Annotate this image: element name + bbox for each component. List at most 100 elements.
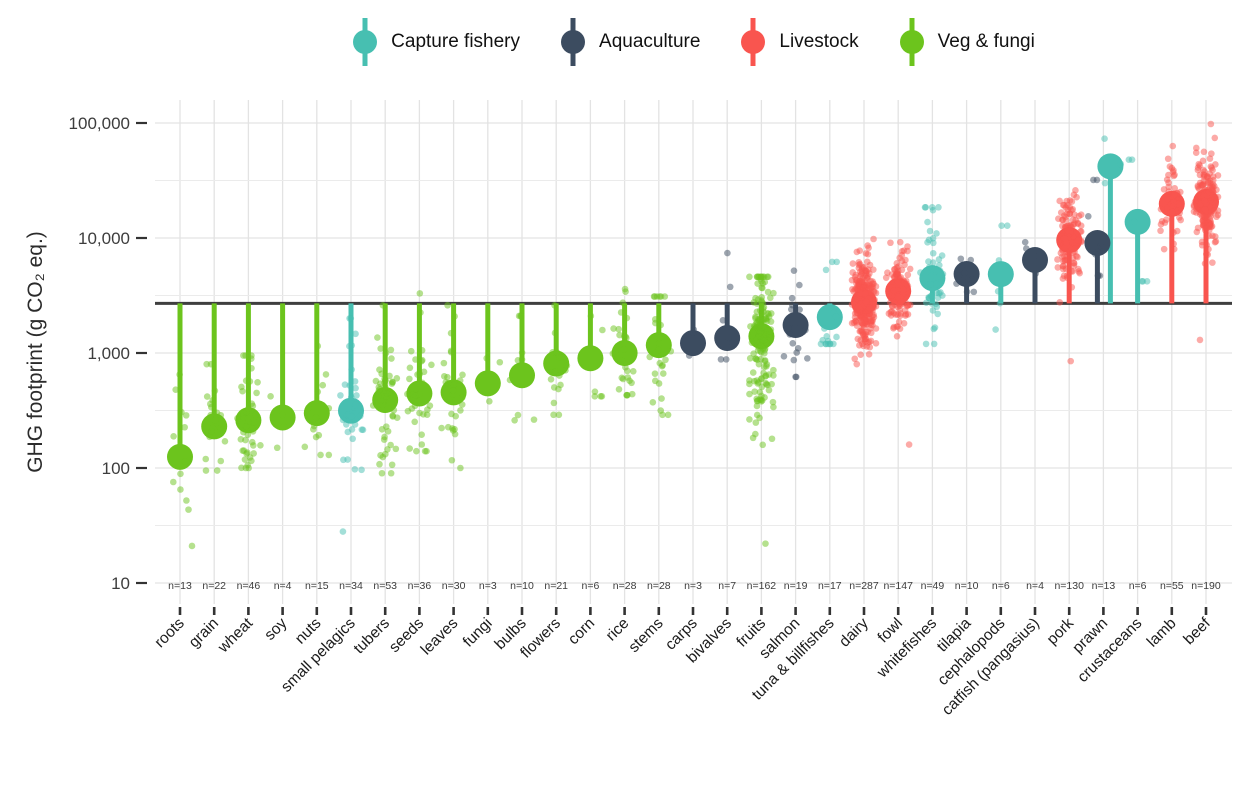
scatter-point — [351, 378, 359, 385]
scatter-point — [181, 423, 188, 431]
median-dot-roots — [167, 443, 193, 470]
scatter-point — [388, 461, 396, 469]
scatter-point — [248, 438, 256, 446]
scatter-point — [796, 306, 803, 314]
scatter-point — [746, 416, 753, 423]
scatter-point — [929, 235, 937, 242]
scatter-point — [934, 310, 942, 318]
scatter-point — [1163, 216, 1170, 223]
scatter-point — [790, 356, 798, 364]
scatter-point — [1206, 155, 1214, 162]
median-dot-bulbs — [509, 362, 535, 389]
scatter-point — [359, 426, 367, 434]
scatter-point — [955, 272, 963, 279]
scatter-point — [906, 265, 914, 273]
scatter-point — [1077, 228, 1084, 235]
scatter-point — [869, 266, 877, 273]
scatter-point — [786, 331, 794, 338]
scatter-point — [770, 372, 777, 379]
scatter-point — [655, 380, 663, 387]
scatter-point — [651, 370, 659, 377]
scatter-point — [378, 426, 386, 433]
scatter-point — [267, 393, 274, 400]
scatter-point — [762, 540, 769, 547]
scatter-point — [758, 273, 765, 281]
n-count-label: n=130 — [1054, 580, 1084, 592]
scatter-point — [1165, 179, 1172, 186]
scatter-point — [1054, 256, 1061, 263]
scatter-point — [760, 304, 768, 311]
n-count-label: n=162 — [747, 580, 777, 592]
scatter-point — [888, 271, 896, 278]
scatter-point — [787, 306, 795, 313]
scatter-point — [458, 394, 466, 401]
scatter-point — [417, 309, 424, 316]
scatter-point — [802, 326, 809, 334]
scatter-point — [177, 486, 184, 493]
median-dot-fungi — [474, 370, 501, 397]
scatter-point — [1068, 198, 1076, 205]
scatter-point — [970, 288, 978, 296]
n-count-label: n=19 — [784, 580, 808, 592]
scatter-point — [724, 249, 731, 257]
scatter-point — [623, 391, 631, 399]
scatter-point — [934, 294, 942, 301]
scatter-point — [866, 261, 874, 269]
scatter-point — [423, 447, 430, 455]
scatter-point — [769, 398, 777, 406]
scatter-point — [457, 464, 464, 472]
scatter-point — [1169, 202, 1177, 210]
scatter-point — [377, 380, 384, 388]
n-count-label: n=7 — [718, 580, 736, 592]
scatter-point — [1068, 283, 1076, 291]
scatter-point — [894, 323, 902, 330]
n-count-label: n=6 — [992, 580, 1010, 592]
scatter-point — [382, 377, 389, 385]
scatter-point — [904, 243, 911, 250]
scatter-point — [930, 325, 938, 333]
legend-label: Livestock — [779, 31, 859, 52]
scatter-point — [760, 369, 767, 377]
scatter-point — [385, 398, 393, 406]
scatter-point — [392, 445, 400, 453]
scatter-point — [924, 239, 931, 246]
scatter-point — [312, 433, 320, 441]
scatter-point — [748, 339, 756, 346]
scatter-point — [882, 274, 890, 281]
scatter-point — [657, 293, 665, 300]
scatter-point — [746, 354, 754, 362]
scatter-point — [599, 326, 606, 334]
scatter-point — [203, 393, 211, 400]
scatter-point — [790, 267, 798, 274]
scatter-point — [751, 377, 758, 385]
scatter-point — [651, 293, 659, 300]
n-count-label: n=28 — [647, 580, 671, 592]
scatter-point — [865, 351, 873, 358]
scatter-point — [406, 364, 414, 372]
scatter-point — [547, 375, 555, 383]
scatter-point — [898, 257, 906, 265]
legend-label: Capture fishery — [391, 31, 521, 52]
scatter-point — [597, 393, 605, 400]
scatter-point — [885, 310, 893, 317]
scatter-point — [617, 309, 625, 316]
scatter-point — [794, 345, 802, 352]
scatter-point — [381, 433, 388, 441]
scatter-point — [379, 301, 387, 309]
scatter-point — [555, 353, 563, 361]
n-count-label: n=53 — [373, 580, 397, 592]
legend-item-aquaculture: Aquaculture — [560, 16, 700, 68]
n-count-label: n=22 — [202, 580, 226, 592]
scatter-point — [766, 327, 774, 335]
scatter-point — [352, 384, 359, 392]
scatter-point — [172, 386, 179, 394]
scatter-point — [243, 408, 250, 416]
scatter-point — [249, 425, 256, 432]
scatter-point — [1035, 252, 1043, 260]
scatter-point — [822, 266, 830, 274]
scatter-point — [551, 329, 559, 337]
scatter-point — [375, 387, 383, 395]
scatter-point — [376, 460, 383, 468]
scatter-point — [339, 416, 347, 424]
